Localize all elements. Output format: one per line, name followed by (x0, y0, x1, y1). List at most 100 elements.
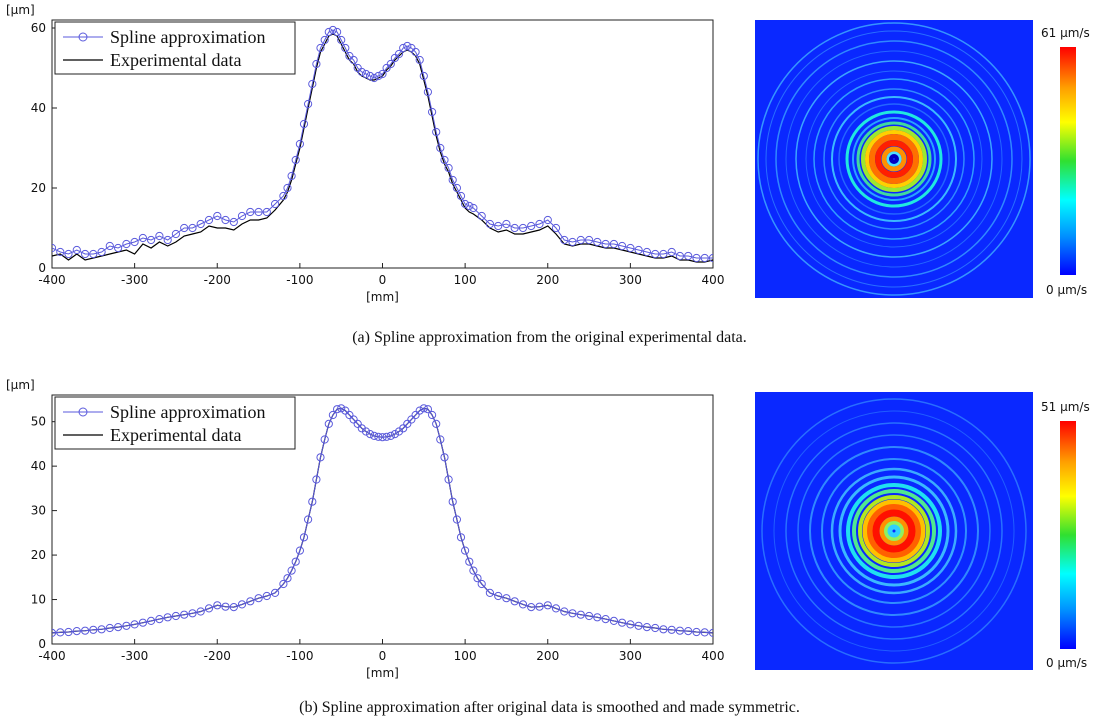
spline-point (291, 557, 300, 566)
spline-point (469, 566, 478, 575)
spline-point (262, 591, 271, 601)
spline-point (432, 127, 441, 137)
spline-point (576, 235, 585, 245)
spline-point (196, 219, 205, 229)
spline-point (626, 620, 635, 629)
x-tick-label: -300 (121, 649, 148, 663)
spline-point (122, 621, 131, 630)
spline-point (237, 600, 247, 609)
spline-point (708, 628, 713, 637)
spline-point (456, 533, 466, 542)
spline-point (262, 207, 271, 217)
spline-point (465, 201, 474, 211)
velocity-ring (856, 121, 932, 197)
spline-point (560, 607, 569, 616)
spline-point (295, 546, 304, 555)
spline-point (494, 221, 503, 231)
spline-point (456, 191, 466, 201)
spline-point (634, 621, 643, 630)
spline-point (229, 603, 238, 612)
spline-point (52, 243, 57, 253)
chart-panel-b: [μm] 0 10 20 30 40 50 -400 -300 -200 -100 0 100 200 30… (6, 378, 725, 680)
spline-point (147, 235, 156, 245)
colorbar-a-max-label: 61 μm/s (1041, 26, 1090, 40)
spline-point (89, 249, 98, 259)
y-tick-label: 10 (31, 593, 46, 607)
spline-point (436, 435, 445, 444)
spline-point (138, 618, 147, 627)
spline-point (684, 627, 693, 636)
spline-point (324, 419, 333, 429)
spline-point (171, 611, 180, 621)
spline-point (576, 610, 585, 619)
spline-point (585, 235, 594, 245)
colorbar-b (1060, 421, 1076, 649)
spline-point (72, 627, 81, 636)
velocity-ring (838, 103, 950, 215)
spline-point (386, 431, 395, 441)
spline-point (337, 404, 346, 413)
spline-point (361, 427, 371, 436)
spline-point (279, 579, 288, 589)
velocity-ring (852, 489, 936, 573)
spline-point (188, 223, 197, 233)
spline-point (370, 73, 379, 83)
spline-point (345, 410, 354, 420)
spline-point (642, 247, 652, 257)
spline-line (52, 407, 713, 634)
velocity-ring (858, 495, 930, 567)
spline-point (254, 207, 263, 217)
spline-point (440, 453, 449, 462)
spline-point (341, 406, 350, 415)
spline-point (196, 607, 205, 616)
spline-point (279, 191, 288, 201)
spline-point (469, 203, 478, 213)
spline-point (361, 69, 371, 79)
spline-point (394, 49, 404, 59)
x-tick-label: 400 (702, 273, 725, 287)
velocity-ring (884, 521, 904, 541)
spline-point (535, 219, 544, 229)
spline-point (502, 594, 511, 603)
spline-point (593, 613, 602, 622)
spline-point (692, 253, 701, 263)
spline-point (560, 235, 569, 245)
spline-point (510, 223, 519, 233)
spline-point (316, 453, 325, 462)
spline-point (163, 235, 172, 245)
spline-point (97, 247, 106, 257)
spline-point (254, 594, 263, 603)
heatmap-canvas (755, 20, 1033, 298)
spline-point (299, 119, 309, 129)
x-tick-label: 300 (619, 649, 642, 663)
velocity-ring (831, 96, 957, 222)
spline-point (518, 223, 528, 233)
spline-point (312, 475, 321, 484)
spline-point (130, 620, 139, 629)
series-spline (52, 25, 713, 263)
spline-point (659, 625, 668, 634)
spline-point (593, 237, 602, 247)
spline-point (52, 628, 57, 637)
spline-point (114, 243, 123, 253)
velocity-ring (765, 30, 1023, 288)
spline-point (378, 69, 387, 79)
spline-point (423, 87, 432, 97)
x-axis-unit-label: [mm] (366, 666, 399, 680)
spline-point (708, 253, 713, 263)
spline-point (378, 433, 387, 442)
velocity-ring (862, 499, 926, 563)
velocity-ring (872, 509, 916, 553)
spline-point (390, 430, 399, 439)
spline-point (651, 623, 660, 633)
spline-point (308, 497, 317, 506)
velocity-ring (813, 78, 975, 240)
x-tick-label: 400 (702, 649, 725, 663)
spline-point (494, 591, 503, 601)
spline-point (601, 239, 610, 249)
spline-point (337, 35, 346, 45)
legend-spline-label: Spline approximation (110, 402, 265, 422)
spline-point (651, 249, 660, 259)
y-tick-label: 30 (31, 504, 46, 518)
spline-point (221, 602, 230, 611)
